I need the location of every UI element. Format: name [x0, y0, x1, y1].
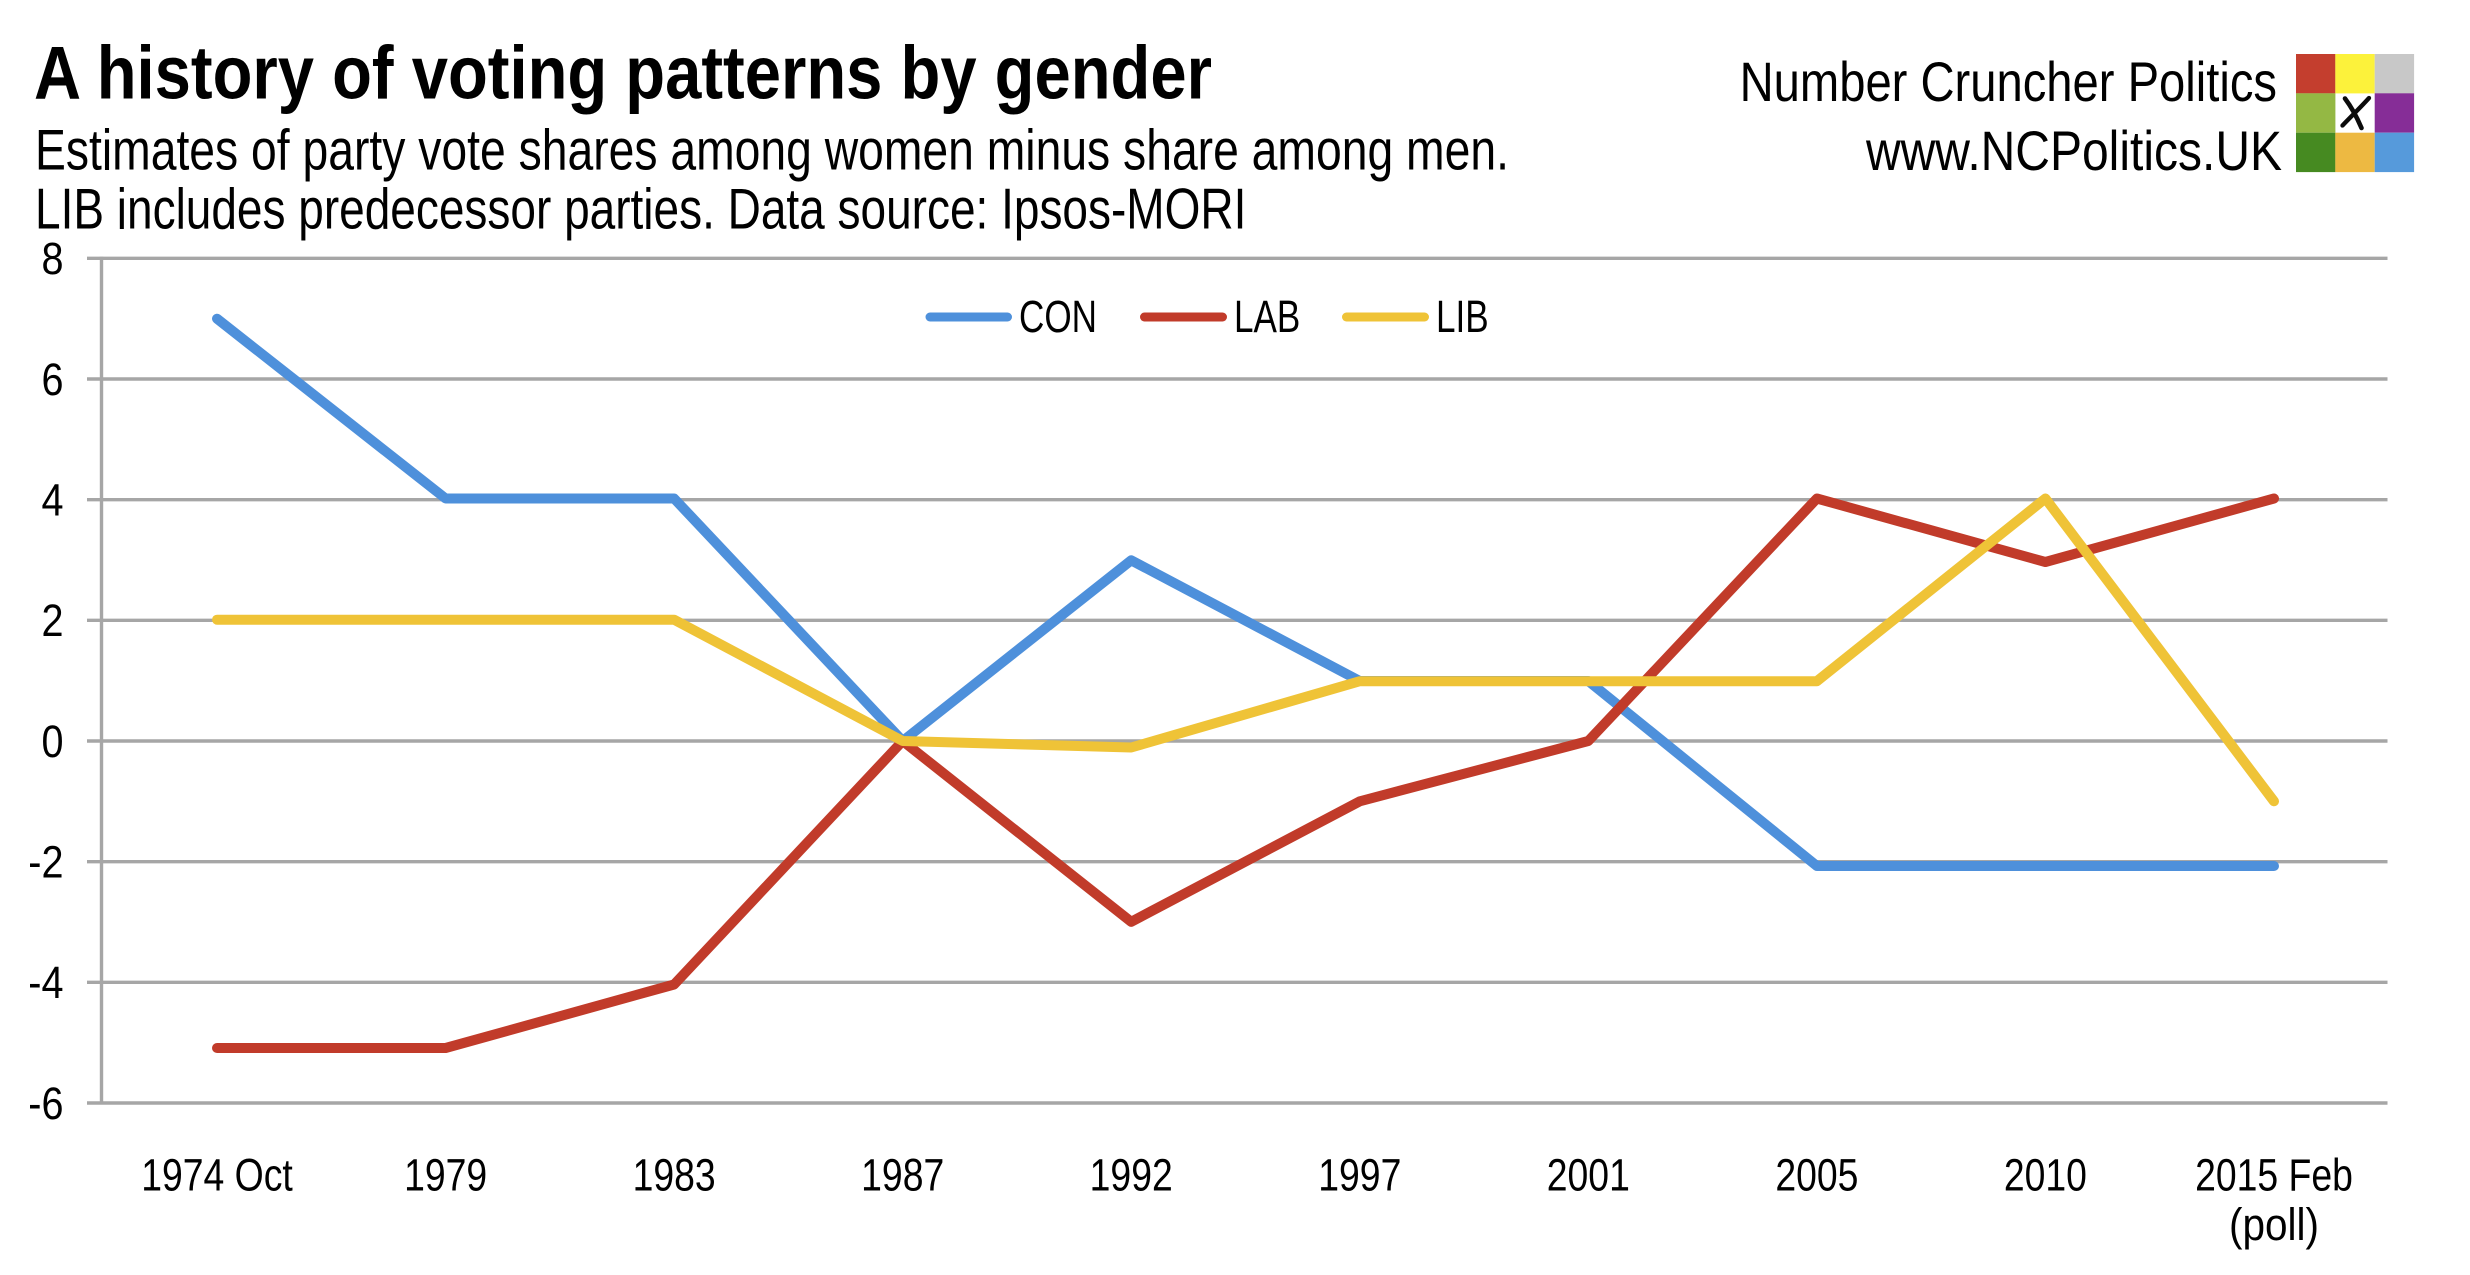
svg-text:LAB: LAB [1234, 291, 1300, 342]
svg-text:6: 6 [41, 354, 63, 404]
svg-text:2010: 2010 [2004, 1150, 2087, 1200]
svg-text:(poll): (poll) [2229, 1200, 2319, 1250]
svg-text:Number Cruncher Politics: Number Cruncher Politics [1740, 50, 2277, 112]
svg-text:2005: 2005 [1775, 1150, 1858, 1200]
svg-text:Estimates of party vote shares: Estimates of party vote shares among wom… [35, 119, 1509, 183]
svg-text:-6: -6 [28, 1078, 63, 1128]
svg-text:1997: 1997 [1318, 1150, 1401, 1200]
svg-text:LIB: LIB [1436, 291, 1489, 342]
svg-text:1983: 1983 [633, 1150, 716, 1200]
svg-text:1992: 1992 [1090, 1150, 1173, 1200]
svg-text:2001: 2001 [1547, 1150, 1630, 1200]
svg-text:-4: -4 [28, 958, 63, 1008]
svg-text:www.NCPolitics.UK: www.NCPolitics.UK [1865, 120, 2282, 182]
svg-text:-2: -2 [28, 837, 63, 887]
svg-text:1979: 1979 [404, 1150, 487, 1200]
svg-text:A history of voting patterns b: A history of voting patterns by gender [34, 30, 1212, 114]
svg-text:2015 Feb: 2015 Feb [2195, 1150, 2353, 1200]
svg-text:CON: CON [1019, 291, 1097, 342]
svg-text:1974 Oct: 1974 Oct [141, 1150, 293, 1200]
svg-text:LIB includes predecessor parti: LIB includes predecessor parties. Data s… [35, 178, 1246, 242]
svg-text:4: 4 [41, 475, 63, 525]
svg-text:0: 0 [41, 716, 63, 766]
svg-text:2: 2 [41, 596, 63, 646]
svg-text:1987: 1987 [861, 1150, 944, 1200]
svg-text:8: 8 [41, 234, 63, 284]
